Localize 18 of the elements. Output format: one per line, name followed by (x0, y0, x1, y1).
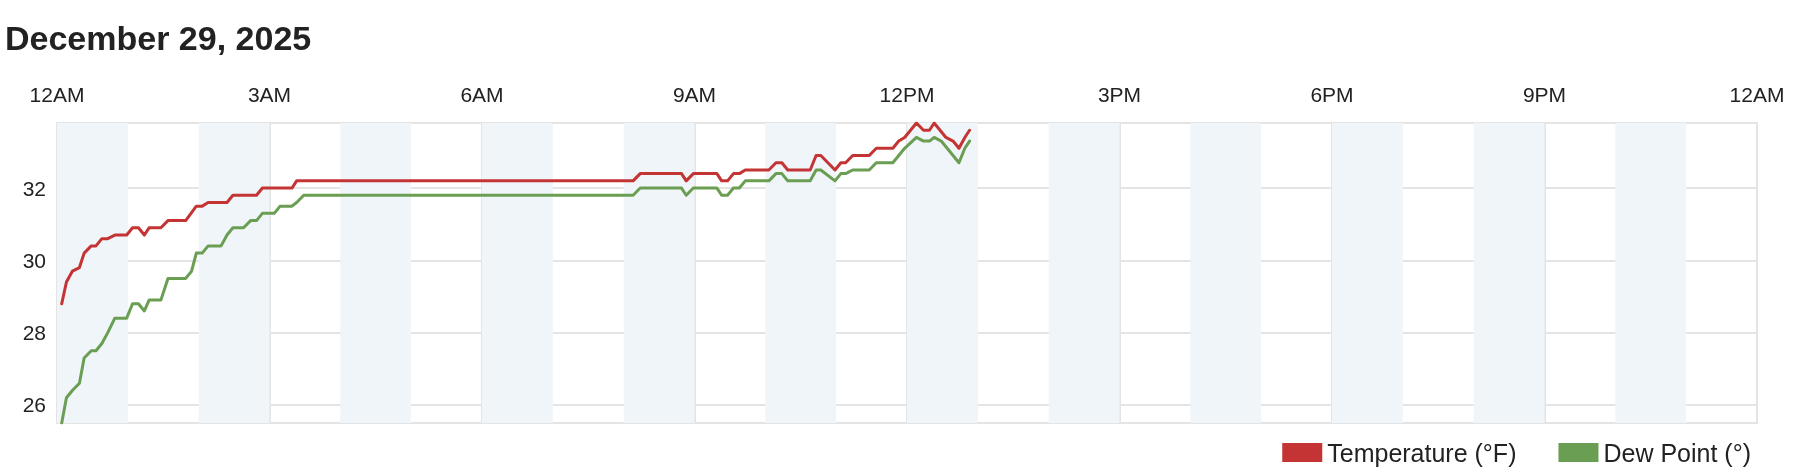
y-tick-label: 30 (22, 248, 46, 272)
x-tick-label: 3PM (1097, 83, 1142, 106)
chart-title: December 29, 2025 (5, 19, 312, 57)
legend-label: Dew Point (°) (1603, 438, 1752, 467)
x-tick-label: 12AM (29, 83, 85, 106)
y-tick-label: 32 (22, 176, 46, 200)
y-tick-label: 28 (22, 321, 46, 345)
x-tick-label: 6PM (1310, 83, 1354, 106)
legend-label: Temperature (°F) (1327, 438, 1517, 467)
x-tick-label: 12AM (1729, 83, 1785, 106)
x-tick-label: 3AM (247, 83, 292, 106)
x-tick-label: 6AM (460, 83, 504, 106)
x-tick-label: 9AM (672, 83, 717, 106)
line-series (60, 121, 972, 306)
x-tick-label: 12PM (879, 83, 935, 106)
y-tick-label: 26 (22, 393, 46, 417)
line-series (60, 135, 972, 425)
x-tick-label: 9PM (1522, 83, 1567, 106)
